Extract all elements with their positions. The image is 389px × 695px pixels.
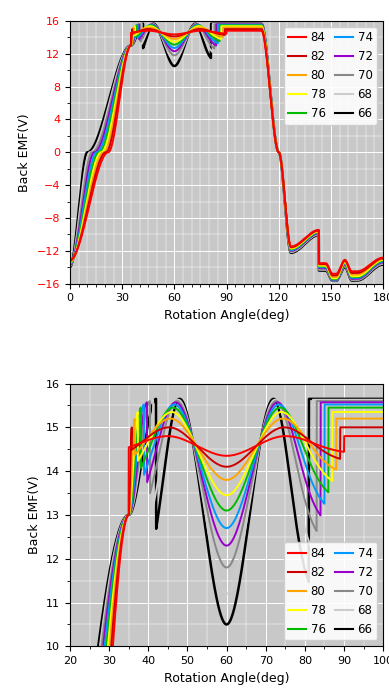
- X-axis label: Rotation Angle(deg): Rotation Angle(deg): [164, 309, 289, 322]
- Y-axis label: Back EMF(V): Back EMF(V): [28, 475, 40, 554]
- Legend: 84, 82, 80, 78, 76, 74, 72, 70, 68, 66: 84, 82, 80, 78, 76, 74, 72, 70, 68, 66: [284, 542, 377, 641]
- X-axis label: Rotation Angle(deg): Rotation Angle(deg): [164, 671, 289, 685]
- Y-axis label: Back EMF(V): Back EMF(V): [18, 113, 31, 192]
- Legend: 84, 82, 80, 78, 76, 74, 72, 70, 68, 66: 84, 82, 80, 78, 76, 74, 72, 70, 68, 66: [284, 26, 377, 125]
